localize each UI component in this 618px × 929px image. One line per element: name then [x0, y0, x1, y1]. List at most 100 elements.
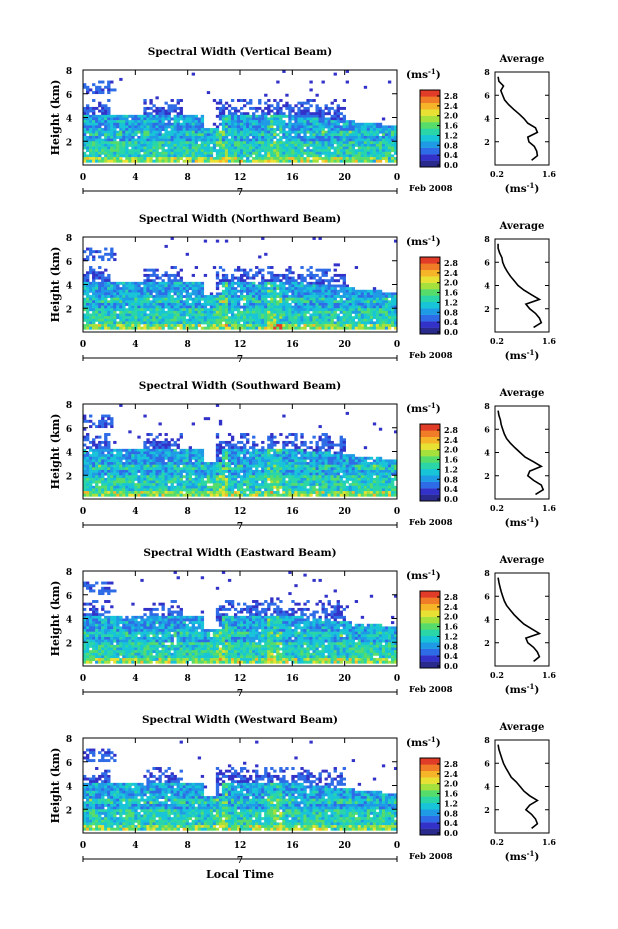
heatmap-cell: [209, 151, 214, 155]
heatmap-cell: [104, 114, 108, 118]
heatmap-cell: [261, 109, 265, 113]
heatmap-cell: [218, 326, 223, 330]
heatmap-cell: [345, 154, 349, 158]
heatmap-cell: [369, 128, 374, 131]
heatmap-cell: [372, 151, 377, 155]
heatmap-cell: [258, 149, 262, 153]
heatmap-cell: [137, 451, 141, 455]
heatmap-cell: [375, 318, 380, 322]
heatmap-cell: [200, 289, 205, 293]
heatmap-cell: [282, 324, 286, 328]
heatmap-cell: [116, 488, 120, 492]
heatmap-cell: [360, 295, 365, 298]
heatmap-cell: [104, 120, 108, 124]
heatmap-cell: [86, 302, 90, 306]
heatmap-cell: [89, 122, 93, 126]
heatmap-cell: [131, 138, 135, 142]
heatmap-cell: [333, 138, 337, 142]
heatmap-cell: [197, 122, 202, 126]
heatmap-cell: [149, 469, 153, 473]
heatmap-cell: [83, 417, 87, 421]
heatmap-cell: [83, 143, 87, 147]
heatmap-cell: [185, 480, 189, 484]
heatmap-cell: [294, 321, 298, 325]
heatmap-cell: [233, 326, 238, 330]
heatmap-cell: [393, 143, 398, 147]
heatmap-cell: [267, 125, 271, 129]
heatmap-cell: [297, 133, 301, 137]
heatmap-cell: [101, 295, 105, 298]
heatmap-cell: [110, 149, 114, 153]
heatmap-cell: [315, 316, 319, 320]
heatmap-cell: [215, 321, 220, 325]
heatmap-cell: [173, 135, 177, 139]
heatmap-cell: [372, 141, 377, 145]
heatmap-cell: [137, 125, 141, 129]
heatmap-cell: [188, 462, 192, 465]
heatmap-cell: [246, 114, 250, 118]
heatmap-cell: [387, 133, 392, 137]
heatmap-cell: [236, 122, 241, 126]
heatmap-cell: [86, 480, 90, 484]
heatmap-cell: [95, 472, 99, 476]
heatmap-cell: [282, 70, 286, 73]
heatmap-cell: [282, 151, 286, 155]
heatmap-cell: [143, 462, 147, 465]
heatmap-cell: [158, 491, 162, 495]
heatmap-cell: [134, 456, 138, 460]
heatmap-cell: [137, 143, 141, 147]
heatmap-cell: [291, 130, 295, 134]
heatmap-cell: [95, 128, 99, 131]
heatmap-cell: [375, 321, 380, 325]
colorbar-segment: [420, 128, 440, 136]
heatmap-cell: [282, 130, 286, 134]
heatmap-cell: [243, 128, 247, 131]
heatmap-cell: [188, 305, 192, 309]
heatmap-cell: [276, 154, 280, 158]
heatmap-cell: [170, 480, 174, 484]
heatmap-cell: [330, 316, 334, 320]
heatmap-cell: [221, 143, 226, 147]
heatmap-cell: [107, 417, 111, 421]
heatmap-cell: [155, 281, 159, 285]
heatmap-cell: [137, 295, 141, 298]
heatmap-cell: [110, 289, 114, 293]
heatmap-cell: [164, 493, 168, 497]
heatmap-cell: [170, 459, 174, 463]
heatmap-cell: [95, 310, 99, 314]
heatmap-cell: [246, 149, 250, 153]
heatmap-cell: [107, 472, 111, 476]
heatmap-cell: [125, 117, 129, 121]
heatmap-cell: [279, 308, 283, 312]
heatmap-cell: [345, 313, 349, 317]
heatmap-cell: [324, 125, 328, 129]
heatmap-cell: [110, 247, 114, 251]
heatmap-cell: [107, 252, 111, 256]
heatmap-cell: [255, 295, 259, 298]
heatmap-cell: [92, 326, 96, 330]
heatmap-cell: [348, 292, 353, 296]
heatmap-cell: [176, 279, 180, 283]
heatmap-cell: [152, 480, 156, 484]
heatmap-cell: [125, 454, 129, 458]
heatmap-cell: [273, 321, 277, 325]
heatmap-cell: [173, 488, 177, 492]
heatmap-cell: [122, 321, 126, 325]
heatmap-cell: [143, 146, 147, 150]
heatmap-cell: [243, 313, 247, 317]
heatmap-cell: [221, 154, 226, 158]
heatmap-cell: [215, 138, 220, 142]
heatmap-cell: [209, 493, 214, 497]
heatmap-cell: [188, 114, 192, 118]
heatmap-cell: [149, 318, 153, 322]
heatmap-cell: [146, 295, 150, 298]
heatmap-cell: [288, 120, 292, 124]
heatmap-cell: [297, 151, 301, 155]
heatmap-cell: [330, 289, 334, 293]
heatmap-cell: [188, 154, 192, 158]
heatmap-cell: [282, 125, 286, 129]
heatmap-cell: [285, 151, 289, 155]
colorbar-segment: [420, 321, 440, 328]
heatmap-cell: [83, 122, 87, 126]
heatmap-cell: [200, 122, 205, 126]
